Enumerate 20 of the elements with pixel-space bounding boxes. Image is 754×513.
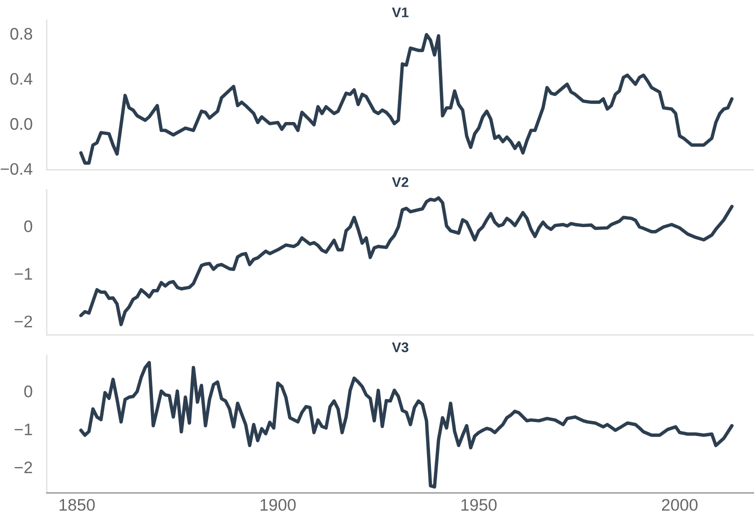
- x-tick-label: 1850: [60, 498, 95, 511]
- y-tick-label: 0.8: [10, 28, 32, 40]
- line-series: [79, 196, 734, 326]
- x-tick-label: 1950: [461, 498, 497, 511]
- y-tick-label: 0.4: [10, 72, 32, 85]
- line-series: [79, 360, 734, 489]
- y-tick-label: −0.4: [0, 163, 32, 175]
- y-tick-label: 0.0: [10, 118, 32, 130]
- y-tick-label: 0: [24, 386, 32, 398]
- x-tick-label: 1900: [260, 498, 296, 511]
- chart-title: V2: [392, 177, 408, 187]
- y-tick-label: 0: [24, 220, 32, 232]
- line-series: [79, 32, 734, 165]
- y-tick-label: −2: [14, 462, 32, 474]
- y-tick-label: −1: [14, 268, 32, 280]
- chart-title: V1: [392, 8, 408, 18]
- y-tick-label: −2: [14, 316, 32, 328]
- x-tick-label: 2000: [662, 498, 698, 511]
- y-tick-label: −1: [14, 424, 32, 436]
- chart-title: V3: [392, 342, 408, 352]
